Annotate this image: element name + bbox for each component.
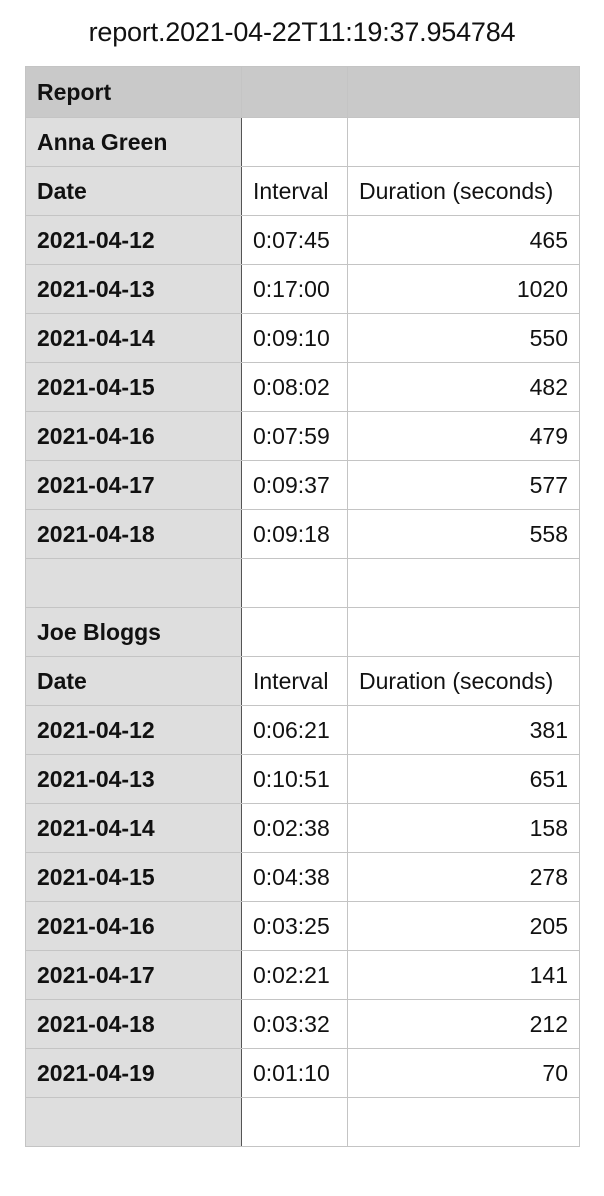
duration-header-cell[interactable]: Duration (seconds)	[347, 656, 580, 706]
interval-cell[interactable]: 0:09:18	[241, 509, 348, 559]
interval-cell[interactable]: 0:03:32	[241, 999, 348, 1049]
date-cell[interactable]: 2021-04-19	[25, 1048, 242, 1098]
duration-cell[interactable]: 577	[347, 460, 580, 510]
interval-cell[interactable]: 0:07:59	[241, 411, 348, 461]
empty-cell[interactable]	[347, 66, 580, 118]
column-header-row: Date Interval Duration (seconds)	[25, 166, 580, 216]
interval-cell[interactable]: 0:01:10	[241, 1048, 348, 1098]
interval-cell[interactable]: 0:02:38	[241, 803, 348, 853]
interval-cell[interactable]: 0:04:38	[241, 852, 348, 902]
table-row: 2021-04-18 0:09:18 558	[25, 509, 580, 559]
date-cell[interactable]: 2021-04-16	[25, 411, 242, 461]
date-cell[interactable]: 2021-04-13	[25, 754, 242, 804]
date-header-cell[interactable]: Date	[25, 166, 242, 216]
date-cell[interactable]: 2021-04-15	[25, 362, 242, 412]
empty-cell[interactable]	[241, 66, 348, 118]
report-label-cell[interactable]: Report	[25, 66, 242, 118]
empty-cell[interactable]	[347, 558, 580, 608]
duration-cell[interactable]: 278	[347, 852, 580, 902]
duration-cell[interactable]: 550	[347, 313, 580, 363]
report-header-row: Report	[25, 66, 580, 118]
table-row: 2021-04-14 0:02:38 158	[25, 803, 580, 853]
interval-cell[interactable]: 0:06:21	[241, 705, 348, 755]
section-name-row: Joe Bloggs	[25, 607, 580, 657]
date-header-cell[interactable]: Date	[25, 656, 242, 706]
duration-cell[interactable]: 158	[347, 803, 580, 853]
interval-cell[interactable]: 0:07:45	[241, 215, 348, 265]
interval-cell[interactable]: 0:03:25	[241, 901, 348, 951]
table-row: 2021-04-16 0:07:59 479	[25, 411, 580, 461]
empty-cell[interactable]	[25, 1097, 242, 1147]
section-name-cell[interactable]: Joe Bloggs	[25, 607, 242, 657]
empty-cell[interactable]	[241, 607, 348, 657]
duration-cell[interactable]: 465	[347, 215, 580, 265]
section-name-row: Anna Green	[25, 117, 580, 167]
date-cell[interactable]: 2021-04-15	[25, 852, 242, 902]
table-row: 2021-04-19 0:01:10 70	[25, 1048, 580, 1098]
table-row: 2021-04-17 0:09:37 577	[25, 460, 580, 510]
empty-cell[interactable]	[25, 558, 242, 608]
date-cell[interactable]: 2021-04-14	[25, 313, 242, 363]
empty-cell[interactable]	[241, 558, 348, 608]
table-row: 2021-04-18 0:03:32 212	[25, 999, 580, 1049]
report-table: Report Anna Green Date Interval Duration (s…	[25, 66, 580, 1147]
duration-cell[interactable]: 381	[347, 705, 580, 755]
table-row: 2021-04-16 0:03:25 205	[25, 901, 580, 951]
report-table-body: Report Anna Green Date Interval Duration (s…	[25, 66, 580, 1147]
duration-cell[interactable]: 558	[347, 509, 580, 559]
date-cell[interactable]: 2021-04-18	[25, 509, 242, 559]
date-cell[interactable]: 2021-04-12	[25, 705, 242, 755]
duration-cell[interactable]: 479	[347, 411, 580, 461]
duration-cell[interactable]: 70	[347, 1048, 580, 1098]
table-row: 2021-04-12 0:07:45 465	[25, 215, 580, 265]
empty-cell[interactable]	[347, 117, 580, 167]
interval-cell[interactable]: 0:10:51	[241, 754, 348, 804]
interval-cell[interactable]: 0:09:37	[241, 460, 348, 510]
table-row: 2021-04-17 0:02:21 141	[25, 950, 580, 1000]
empty-cell[interactable]	[347, 1097, 580, 1147]
duration-cell[interactable]: 1020	[347, 264, 580, 314]
table-row: 2021-04-13 0:10:51 651	[25, 754, 580, 804]
interval-cell[interactable]: 0:09:10	[241, 313, 348, 363]
date-cell[interactable]: 2021-04-16	[25, 901, 242, 951]
section-name-cell[interactable]: Anna Green	[25, 117, 242, 167]
interval-cell[interactable]: 0:02:21	[241, 950, 348, 1000]
date-cell[interactable]: 2021-04-17	[25, 460, 242, 510]
duration-cell[interactable]: 651	[347, 754, 580, 804]
empty-cell[interactable]	[347, 607, 580, 657]
duration-cell[interactable]: 482	[347, 362, 580, 412]
table-row: 2021-04-15 0:08:02 482	[25, 362, 580, 412]
document-title: report.2021-04-22T11:19:37.954784	[88, 17, 516, 47]
interval-header-cell[interactable]: Interval	[241, 166, 348, 216]
empty-cell[interactable]	[241, 1097, 348, 1147]
date-cell[interactable]: 2021-04-17	[25, 950, 242, 1000]
interval-cell[interactable]: 0:08:02	[241, 362, 348, 412]
blank-row	[25, 1097, 580, 1147]
date-cell[interactable]: 2021-04-18	[25, 999, 242, 1049]
duration-cell[interactable]: 141	[347, 950, 580, 1000]
interval-cell[interactable]: 0:17:00	[241, 264, 348, 314]
table-row: 2021-04-12 0:06:21 381	[25, 705, 580, 755]
duration-header-cell[interactable]: Duration (seconds)	[347, 166, 580, 216]
table-row: 2021-04-14 0:09:10 550	[25, 313, 580, 363]
table-row: 2021-04-15 0:04:38 278	[25, 852, 580, 902]
column-header-row: Date Interval Duration (seconds)	[25, 656, 580, 706]
date-cell[interactable]: 2021-04-12	[25, 215, 242, 265]
table-row: 2021-04-13 0:17:00 1020	[25, 264, 580, 314]
blank-row	[25, 558, 580, 608]
duration-cell[interactable]: 212	[347, 999, 580, 1049]
date-cell[interactable]: 2021-04-13	[25, 264, 242, 314]
duration-cell[interactable]: 205	[347, 901, 580, 951]
empty-cell[interactable]	[241, 117, 348, 167]
date-cell[interactable]: 2021-04-14	[25, 803, 242, 853]
interval-header-cell[interactable]: Interval	[241, 656, 348, 706]
